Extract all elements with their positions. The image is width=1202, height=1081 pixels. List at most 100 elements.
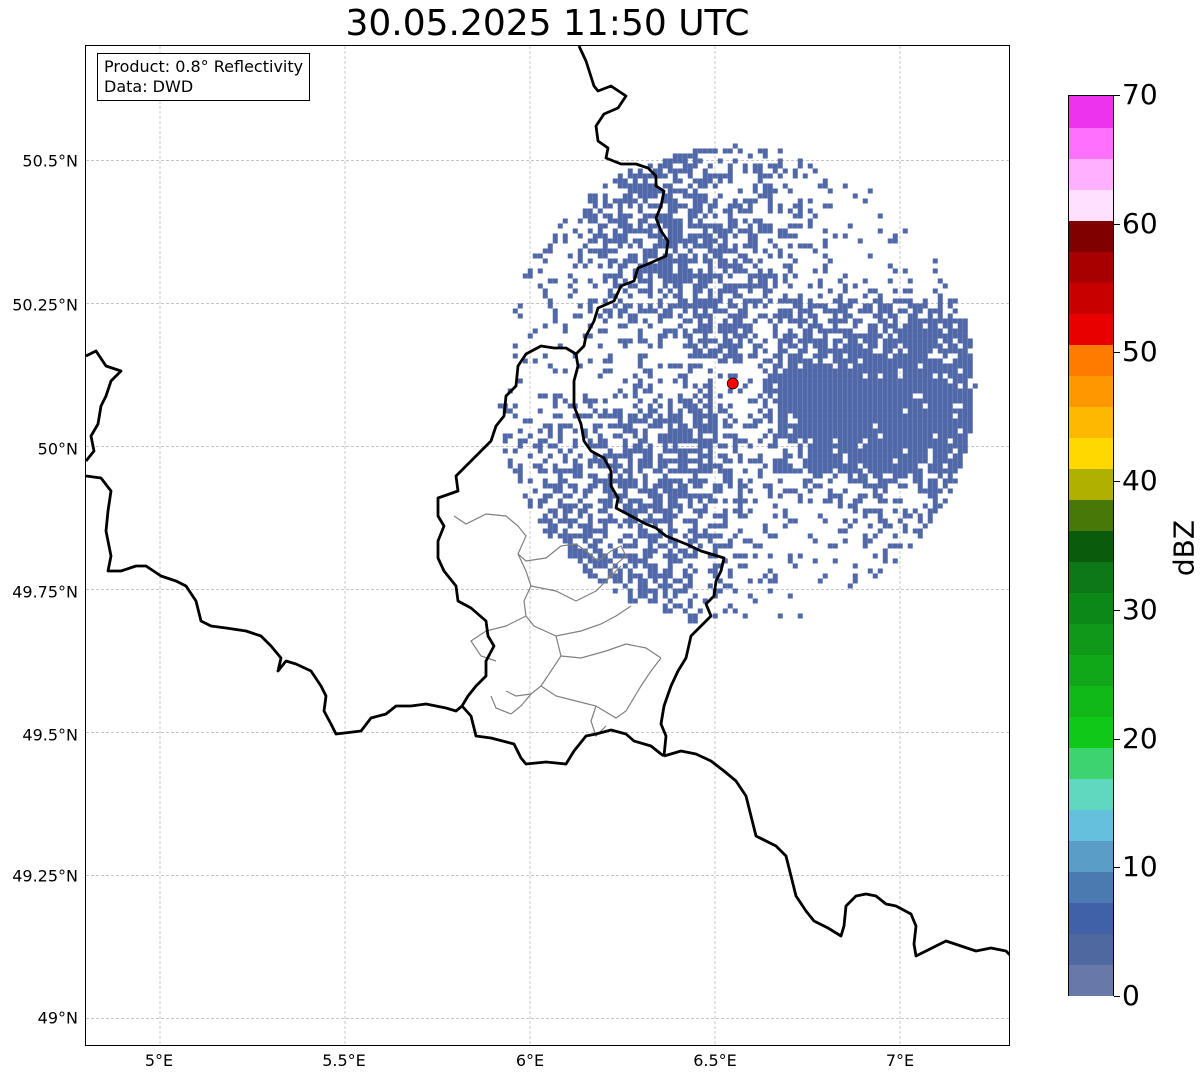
echo-cell xyxy=(677,253,683,259)
echo-cell xyxy=(677,588,683,594)
echo-cell xyxy=(617,243,623,249)
echo-cell xyxy=(657,393,663,399)
echo-cell xyxy=(842,393,848,399)
echo-cell xyxy=(907,373,913,379)
echo-cell xyxy=(877,383,883,389)
echo-cell xyxy=(657,413,663,419)
echo-cell xyxy=(892,423,898,429)
echo-cell xyxy=(702,533,708,539)
echo-cell xyxy=(917,373,923,379)
echo-cell xyxy=(587,503,593,509)
echo-cell xyxy=(717,178,723,184)
echo-cell xyxy=(902,373,908,379)
echo-cell xyxy=(852,383,858,389)
echo-cell xyxy=(942,408,948,414)
echo-cell xyxy=(537,518,543,524)
echo-cell xyxy=(762,248,768,254)
echo-cell xyxy=(637,593,643,599)
echo-cell xyxy=(837,493,843,499)
echo-cell xyxy=(922,348,928,354)
echo-cell xyxy=(937,298,943,304)
echo-cell xyxy=(622,468,628,474)
echo-cell xyxy=(797,408,803,414)
echo-cell xyxy=(847,223,853,229)
echo-cell xyxy=(737,493,743,499)
echo-cell xyxy=(717,523,723,529)
echo-cell xyxy=(622,443,628,449)
echo-cell xyxy=(707,348,713,354)
echo-cell xyxy=(627,293,633,299)
echo-cell xyxy=(697,413,703,419)
echo-cell xyxy=(637,303,643,309)
echo-cell xyxy=(832,393,838,399)
echo-cell xyxy=(797,468,803,474)
echo-cell xyxy=(872,458,878,464)
echo-cell xyxy=(837,443,843,449)
echo-cell xyxy=(617,223,623,229)
echo-cell xyxy=(917,458,923,464)
echo-cell xyxy=(647,263,653,269)
echo-cell xyxy=(877,228,883,234)
echo-cell xyxy=(712,543,718,549)
echo-cell xyxy=(797,223,803,229)
echo-cell xyxy=(827,438,833,444)
echo-cell xyxy=(902,438,908,444)
echo-cell xyxy=(602,183,608,189)
echo-cell xyxy=(682,158,688,164)
echo-cell xyxy=(817,398,823,404)
echo-cell xyxy=(882,403,888,409)
border-west-lobe xyxy=(86,349,123,462)
echo-cell xyxy=(672,593,678,599)
echo-cell xyxy=(697,433,703,439)
echo-cell xyxy=(962,338,968,344)
echo-cell xyxy=(942,338,948,344)
echo-cell xyxy=(772,328,778,334)
echo-cell xyxy=(862,538,868,544)
echo-cell xyxy=(722,473,728,479)
echo-cell xyxy=(642,178,648,184)
echo-cell xyxy=(862,393,868,399)
echo-cell xyxy=(962,438,968,444)
echo-cell xyxy=(912,463,918,469)
echo-cell xyxy=(972,383,978,389)
echo-cell xyxy=(592,443,598,449)
echo-cell xyxy=(787,403,793,409)
echo-cell xyxy=(692,203,698,209)
echo-cell xyxy=(632,238,638,244)
echo-cell xyxy=(887,433,893,439)
echo-cell xyxy=(952,373,958,379)
echo-cell xyxy=(687,223,693,229)
colorbar-segment xyxy=(1069,127,1113,159)
echo-cell xyxy=(677,223,683,229)
echo-cell xyxy=(737,313,743,319)
echo-cell xyxy=(822,253,828,259)
echo-cell xyxy=(652,203,658,209)
echo-cell xyxy=(792,488,798,494)
echo-cell xyxy=(702,178,708,184)
echo-cell xyxy=(862,383,868,389)
echo-cell xyxy=(902,323,908,329)
echo-cell xyxy=(622,343,628,349)
echo-cell xyxy=(922,363,928,369)
radar-map[interactable] xyxy=(85,45,1010,1046)
echo-cell xyxy=(717,278,723,284)
echo-cell xyxy=(502,438,508,444)
echo-cell xyxy=(642,368,648,374)
echo-cell xyxy=(762,278,768,284)
echo-cell xyxy=(842,368,848,374)
echo-cell xyxy=(622,338,628,344)
echo-cell xyxy=(927,403,933,409)
echo-cell xyxy=(877,378,883,384)
echo-cell xyxy=(747,198,753,204)
echo-cell xyxy=(802,393,808,399)
echo-cell xyxy=(827,318,833,324)
echo-cell xyxy=(727,178,733,184)
echo-cell xyxy=(792,468,798,474)
colorbar-segment xyxy=(1069,251,1113,283)
echo-cell xyxy=(682,448,688,454)
echo-cell xyxy=(842,363,848,369)
echo-cell xyxy=(777,298,783,304)
echo-cell xyxy=(617,553,623,559)
echo-cell xyxy=(772,363,778,369)
echo-cell xyxy=(757,178,763,184)
